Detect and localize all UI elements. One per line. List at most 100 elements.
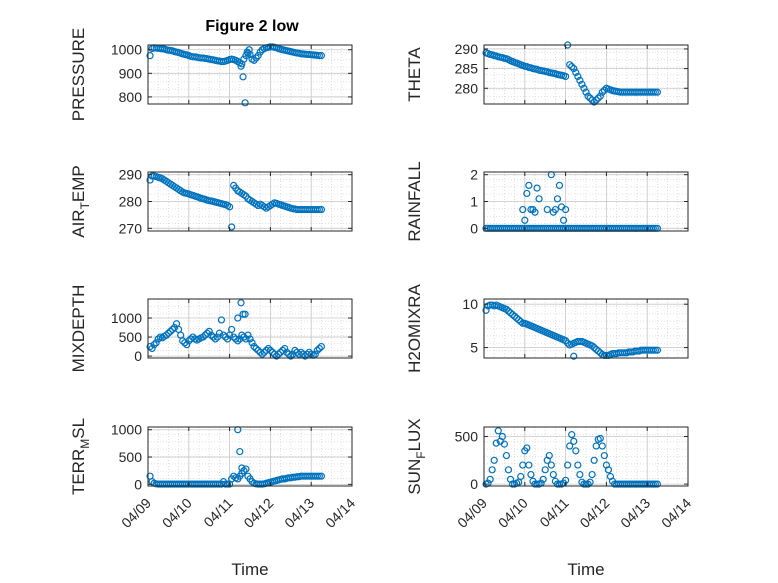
axes-box [147, 44, 353, 105]
y-tick-label: 0 [470, 220, 478, 236]
data-point [166, 327, 175, 335]
axes-box [483, 426, 689, 487]
data-point [313, 472, 321, 480]
data-point [578, 478, 586, 486]
data-point [315, 472, 323, 480]
data-point [543, 205, 551, 214]
data-point [146, 52, 154, 60]
data-point [223, 335, 232, 343]
data-point [521, 216, 529, 224]
data-point [293, 348, 301, 356]
data-point [566, 442, 574, 450]
y-tick-label: 5 [470, 340, 478, 356]
y-axis-label-main: PRESSURE [69, 28, 88, 122]
data-point [590, 456, 598, 464]
y-tick-label: 280 [455, 80, 479, 96]
data-point [154, 335, 162, 343]
data-point [283, 348, 291, 356]
y-tick-label: 1000 [111, 310, 142, 326]
data-point [596, 92, 604, 100]
data-point [211, 335, 219, 343]
data-point [500, 440, 508, 448]
data-point [241, 99, 249, 107]
y-axis-label-tail: LUX [405, 418, 424, 451]
data-point [555, 480, 564, 488]
data-point [152, 339, 160, 347]
data-point [590, 343, 598, 352]
data-point [205, 327, 213, 335]
data-point [237, 299, 245, 307]
data-point [649, 346, 657, 354]
data-point [525, 181, 533, 190]
data-point [213, 333, 221, 341]
data-point [513, 314, 521, 322]
data-point [226, 203, 234, 211]
data-point [270, 350, 279, 358]
data-point [561, 72, 570, 81]
x-tick-label: 04/09 [118, 495, 154, 531]
y-axis-label-tail: EMP [69, 165, 88, 202]
y-tick-label: 2 [470, 167, 478, 183]
axes-box [483, 44, 689, 105]
data-point [228, 223, 236, 231]
data-point [600, 451, 608, 460]
data-point [576, 470, 584, 479]
data-point [230, 333, 238, 341]
data-point [311, 350, 319, 358]
data-point [239, 310, 247, 318]
data-point [568, 431, 576, 439]
data-point [490, 456, 498, 464]
data-point [146, 342, 154, 351]
subplot-6: 5 10 H2OMIXRA [405, 283, 689, 373]
data-point [482, 306, 490, 314]
data-point [651, 480, 659, 488]
y-tick-label: 10 [462, 296, 478, 312]
data-point [260, 348, 268, 356]
data-point [651, 346, 659, 354]
data-point [592, 345, 600, 353]
x-tick-label: 04/11 [200, 495, 236, 531]
x-tick-label: 04/09 [454, 495, 490, 531]
data-point [223, 480, 232, 488]
data-point [553, 195, 562, 203]
y-axis-label-main: RAINFALL [405, 161, 424, 241]
data-point [588, 96, 596, 104]
data-point [594, 94, 602, 102]
data-point [653, 346, 662, 354]
y-tick-label: 500 [455, 429, 479, 445]
subplot-8: 0 500 04/09 04/10 04/11 04/12 04/13 04/14 Time SU… [405, 418, 694, 579]
y-axis-label: PRESSURE [69, 28, 88, 122]
data-point [582, 480, 590, 488]
data-point [185, 337, 193, 345]
data-point [551, 205, 560, 214]
data-point [315, 52, 323, 60]
y-axis-label-tail: SL [69, 418, 88, 439]
data-point [299, 350, 307, 358]
data-point [588, 470, 596, 479]
data-point [604, 466, 613, 474]
data-point [508, 311, 517, 319]
data-point [539, 475, 547, 483]
data-point [523, 189, 531, 198]
data-point [570, 437, 578, 445]
x-tick-label: 04/12 [576, 495, 612, 531]
y-axis-label-main: SUN [405, 459, 424, 495]
data-point [498, 432, 506, 441]
data-point [570, 352, 578, 360]
data-point [574, 72, 582, 81]
data-point [221, 480, 230, 488]
subplot-7: 0 500 1000 04/09 04/10 04/11 04/12 04/13 04/14 Ti… [69, 418, 358, 579]
data-point [248, 478, 256, 486]
data-point [510, 312, 519, 320]
data-point [486, 475, 494, 483]
subplot-2: 280 285 290 THETA [405, 41, 689, 106]
data-point [545, 451, 553, 460]
y-tick-label: 270 [119, 220, 143, 236]
data-point [313, 346, 321, 354]
data-point [268, 348, 277, 356]
y-axis-label: THETA [405, 47, 424, 102]
data-point [237, 62, 245, 70]
data-point [236, 447, 244, 456]
data-point [150, 341, 158, 349]
data-point [297, 348, 305, 356]
